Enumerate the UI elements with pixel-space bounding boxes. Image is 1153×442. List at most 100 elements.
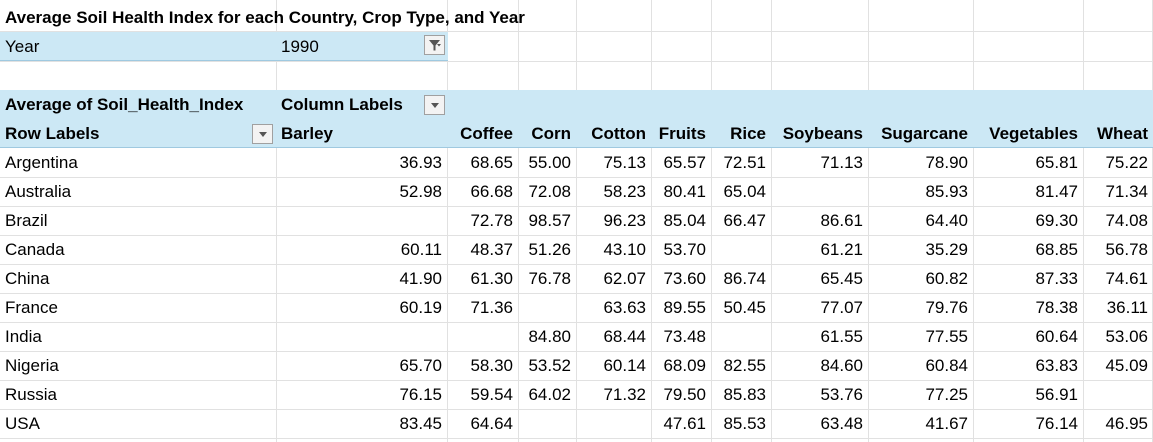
value-cell[interactable]: 71.13	[820, 153, 863, 172]
value-cell[interactable]: 51.26	[528, 240, 571, 259]
value-cell[interactable]: 84.80	[528, 327, 571, 346]
value-cell[interactable]: 77.25	[925, 385, 968, 404]
value-cell[interactable]: 35.29	[925, 240, 968, 259]
value-cell[interactable]: 96.23	[603, 211, 646, 230]
value-cell[interactable]: 41.90	[399, 269, 442, 288]
value-cell[interactable]: 71.34	[1105, 182, 1148, 201]
value-cell[interactable]: 61.21	[820, 240, 863, 259]
value-cell[interactable]: 68.65	[470, 153, 513, 172]
value-cell[interactable]	[276, 322, 442, 351]
row-labels-dropdown-button[interactable]	[252, 124, 273, 144]
value-cell[interactable]: 68.44	[603, 327, 646, 346]
value-cell[interactable]: 56.91	[1035, 385, 1078, 404]
value-cell[interactable]: 74.08	[1105, 211, 1148, 230]
value-cell[interactable]: 65.04	[723, 182, 766, 201]
value-cell[interactable]: 66.68	[470, 182, 513, 201]
value-cell[interactable]: 60.82	[925, 269, 968, 288]
value-cell[interactable]: 59.54	[470, 385, 513, 404]
value-cell[interactable]: 76.14	[1035, 414, 1078, 433]
value-cell[interactable]: 68.09	[663, 356, 706, 375]
value-cell[interactable]: 63.63	[603, 298, 646, 317]
value-cell[interactable]	[711, 322, 766, 351]
value-cell[interactable]: 98.57	[528, 211, 571, 230]
value-cell[interactable]: 60.84	[925, 356, 968, 375]
value-cell[interactable]: 68.85	[1035, 240, 1078, 259]
value-cell[interactable]: 65.70	[399, 356, 442, 375]
value-cell[interactable]: 36.11	[1106, 298, 1148, 317]
value-cell[interactable]: 82.55	[723, 356, 766, 375]
value-cell[interactable]: 58.23	[603, 182, 646, 201]
value-cell[interactable]	[711, 235, 766, 264]
value-cell[interactable]: 83.45	[399, 414, 442, 433]
value-cell[interactable]: 72.08	[528, 182, 571, 201]
value-cell[interactable]: 80.41	[663, 182, 706, 201]
value-cell[interactable]: 60.14	[603, 356, 646, 375]
value-cell[interactable]: 43.10	[603, 240, 646, 259]
value-cell[interactable]: 65.81	[1035, 153, 1078, 172]
value-cell[interactable]: 61.55	[820, 327, 863, 346]
value-cell[interactable]: 65.45	[820, 269, 863, 288]
value-cell[interactable]: 55.00	[528, 153, 571, 172]
value-cell[interactable]: 63.48	[820, 414, 863, 433]
value-cell[interactable]: 85.83	[723, 385, 766, 404]
value-cell[interactable]: 79.50	[663, 385, 706, 404]
value-cell[interactable]: 48.37	[470, 240, 513, 259]
value-cell[interactable]: 81.47	[1035, 182, 1078, 201]
value-cell[interactable]: 66.47	[723, 211, 766, 230]
value-cell[interactable]: 78.90	[925, 153, 968, 172]
value-cell[interactable]: 41.67	[925, 414, 968, 433]
value-cell[interactable]: 61.30	[470, 269, 513, 288]
value-cell[interactable]	[518, 293, 571, 322]
value-cell[interactable]: 53.76	[820, 385, 863, 404]
value-cell[interactable]	[771, 177, 863, 206]
value-cell[interactable]: 47.61	[663, 414, 706, 433]
filter-dropdown-button[interactable]	[424, 35, 445, 55]
column-labels-dropdown-button[interactable]	[424, 95, 445, 115]
value-cell[interactable]: 89.55	[663, 298, 706, 317]
value-cell[interactable]: 58.30	[470, 356, 513, 375]
value-cell[interactable]: 85.04	[663, 211, 706, 230]
value-cell[interactable]: 72.51	[723, 153, 766, 172]
value-cell[interactable]: 76.15	[399, 385, 442, 404]
value-cell[interactable]: 77.55	[925, 327, 968, 346]
value-cell[interactable]: 62.07	[603, 269, 646, 288]
value-cell[interactable]: 53.70	[663, 240, 706, 259]
value-cell[interactable]: 85.93	[925, 182, 968, 201]
value-cell[interactable]: 52.98	[399, 182, 442, 201]
value-cell[interactable]: 86.61	[820, 211, 863, 230]
value-cell[interactable]: 56.78	[1105, 240, 1148, 259]
value-cell[interactable]: 79.76	[925, 298, 968, 317]
value-cell[interactable]: 84.60	[820, 356, 863, 375]
value-cell[interactable]: 60.64	[1035, 327, 1078, 346]
value-cell[interactable]: 78.38	[1035, 298, 1078, 317]
value-cell[interactable]: 74.61	[1105, 269, 1148, 288]
value-cell[interactable]: 86.74	[723, 269, 766, 288]
value-cell[interactable]: 60.11	[400, 240, 442, 259]
value-cell[interactable]: 46.95	[1105, 414, 1148, 433]
value-cell[interactable]	[447, 322, 513, 351]
value-cell[interactable]: 71.32	[603, 385, 646, 404]
value-cell[interactable]: 50.45	[723, 298, 766, 317]
value-cell[interactable]: 69.30	[1035, 211, 1078, 230]
value-cell[interactable]: 85.53	[723, 414, 766, 433]
filter-value[interactable]: 1990	[281, 37, 319, 56]
value-cell[interactable]: 53.52	[528, 356, 571, 375]
value-cell[interactable]: 65.57	[663, 153, 706, 172]
value-cell[interactable]: 77.07	[820, 298, 863, 317]
value-cell[interactable]: 64.02	[528, 385, 571, 404]
value-cell[interactable]: 45.09	[1105, 356, 1148, 375]
value-cell[interactable]: 53.06	[1105, 327, 1148, 346]
value-cell[interactable]: 60.19	[399, 298, 442, 317]
value-cell[interactable]: 73.48	[663, 327, 706, 346]
value-cell[interactable]: 76.78	[528, 269, 571, 288]
value-cell[interactable]	[1083, 380, 1148, 409]
value-cell[interactable]: 87.33	[1035, 269, 1078, 288]
value-cell[interactable]: 72.78	[470, 211, 513, 230]
value-cell[interactable]	[276, 206, 442, 235]
value-cell[interactable]: 71.36	[470, 298, 513, 317]
value-cell[interactable]: 75.13	[603, 153, 646, 172]
value-cell[interactable]: 73.60	[663, 269, 706, 288]
value-cell[interactable]: 36.93	[399, 153, 442, 172]
value-cell[interactable]: 64.40	[925, 211, 968, 230]
value-cell[interactable]: 63.83	[1035, 356, 1078, 375]
